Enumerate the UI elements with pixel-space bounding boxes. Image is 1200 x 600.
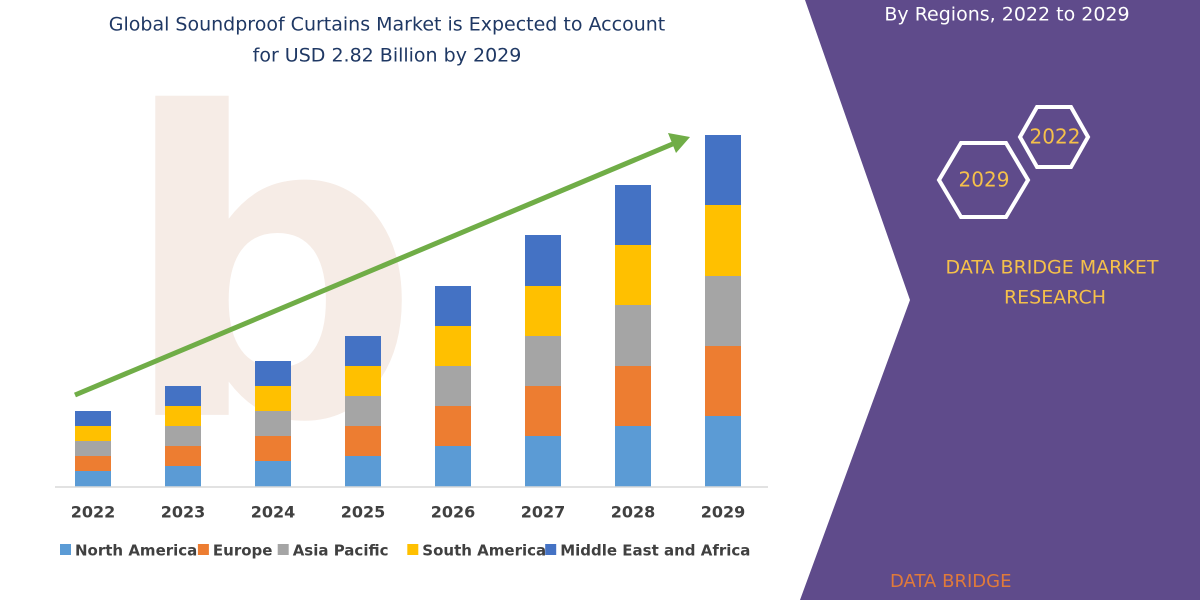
bar-segment [255,436,291,461]
x-tick-label: 2024 [251,503,296,522]
bar-segment [525,336,561,386]
x-tick-label: 2025 [341,503,386,522]
hexagon [1017,105,1091,169]
bar-segment [435,286,471,326]
bar-segment [525,286,561,336]
bar-segment [75,426,111,441]
chart-title: for USD 2.82 Billion by 2029 [253,45,522,67]
bar-segment [705,346,741,416]
legend-label: Middle East and Africa [560,542,750,560]
legend-label: Europe [213,542,273,560]
bar-segment [525,235,561,286]
chart-title: Global Soundproof Curtains Market is Exp… [109,14,665,36]
bar-segment [525,436,561,487]
x-tick-label: 2028 [611,503,656,522]
bar-segment [705,135,741,205]
bar-segment [705,276,741,346]
legend-swatch [407,544,419,555]
bar-segment [255,386,291,411]
legend-label: North America [75,542,197,560]
bar-segment [75,456,111,471]
bar-segment [75,471,111,487]
bar-segment [165,466,201,487]
bar-segment [435,446,471,487]
legend-swatch [545,544,557,555]
legend-swatch [277,544,289,555]
bar-segment [615,185,651,245]
badge: 2029 [959,168,1010,192]
logo: DATA BRIDGE [890,571,1011,592]
bar-segment [345,366,381,396]
bar-segment [435,326,471,366]
bar-segment [615,245,651,305]
side-panel [800,0,1200,600]
bar-segment [615,366,651,426]
bar-segment [435,366,471,406]
bar-segment [615,426,651,487]
arrow-head [668,133,690,153]
bar-segment [705,205,741,276]
bar-segment [75,441,111,456]
bar-segment [345,426,381,456]
bar-segment [705,416,741,487]
bar-segment [165,406,201,426]
trend-arrow [74,140,676,398]
x-tick-label: 2026 [431,503,476,522]
x-tick-label: 2023 [161,503,206,522]
legend-swatch [60,544,71,555]
bar-segment [165,446,201,466]
legend-label: Asia Pacific [293,542,389,560]
legend-label: South America [422,542,546,560]
brand: DATA BRIDGE MARKET [946,257,1159,279]
bar-segment [345,456,381,487]
badge: 2022 [1030,125,1081,149]
legend-swatch [197,544,209,555]
bar-segment [615,305,651,366]
brand: RESEARCH [1004,287,1106,309]
bar-segment [525,386,561,436]
hexagon [936,141,1031,219]
bar-segment [165,426,201,446]
bar-segment [165,386,201,406]
bar-segment [255,361,291,386]
bar-segment [345,336,381,366]
x-tick-label: 2029 [701,503,746,522]
bar-segment [435,406,471,446]
x-tick-label: 2022 [71,503,116,522]
bar-segment [255,461,291,487]
bar-segment [345,396,381,426]
bar-segment [75,411,111,426]
bar-segment [255,411,291,436]
subtitle: By Regions, 2022 to 2029 [884,4,1129,26]
x-tick-label: 2027 [521,503,566,522]
